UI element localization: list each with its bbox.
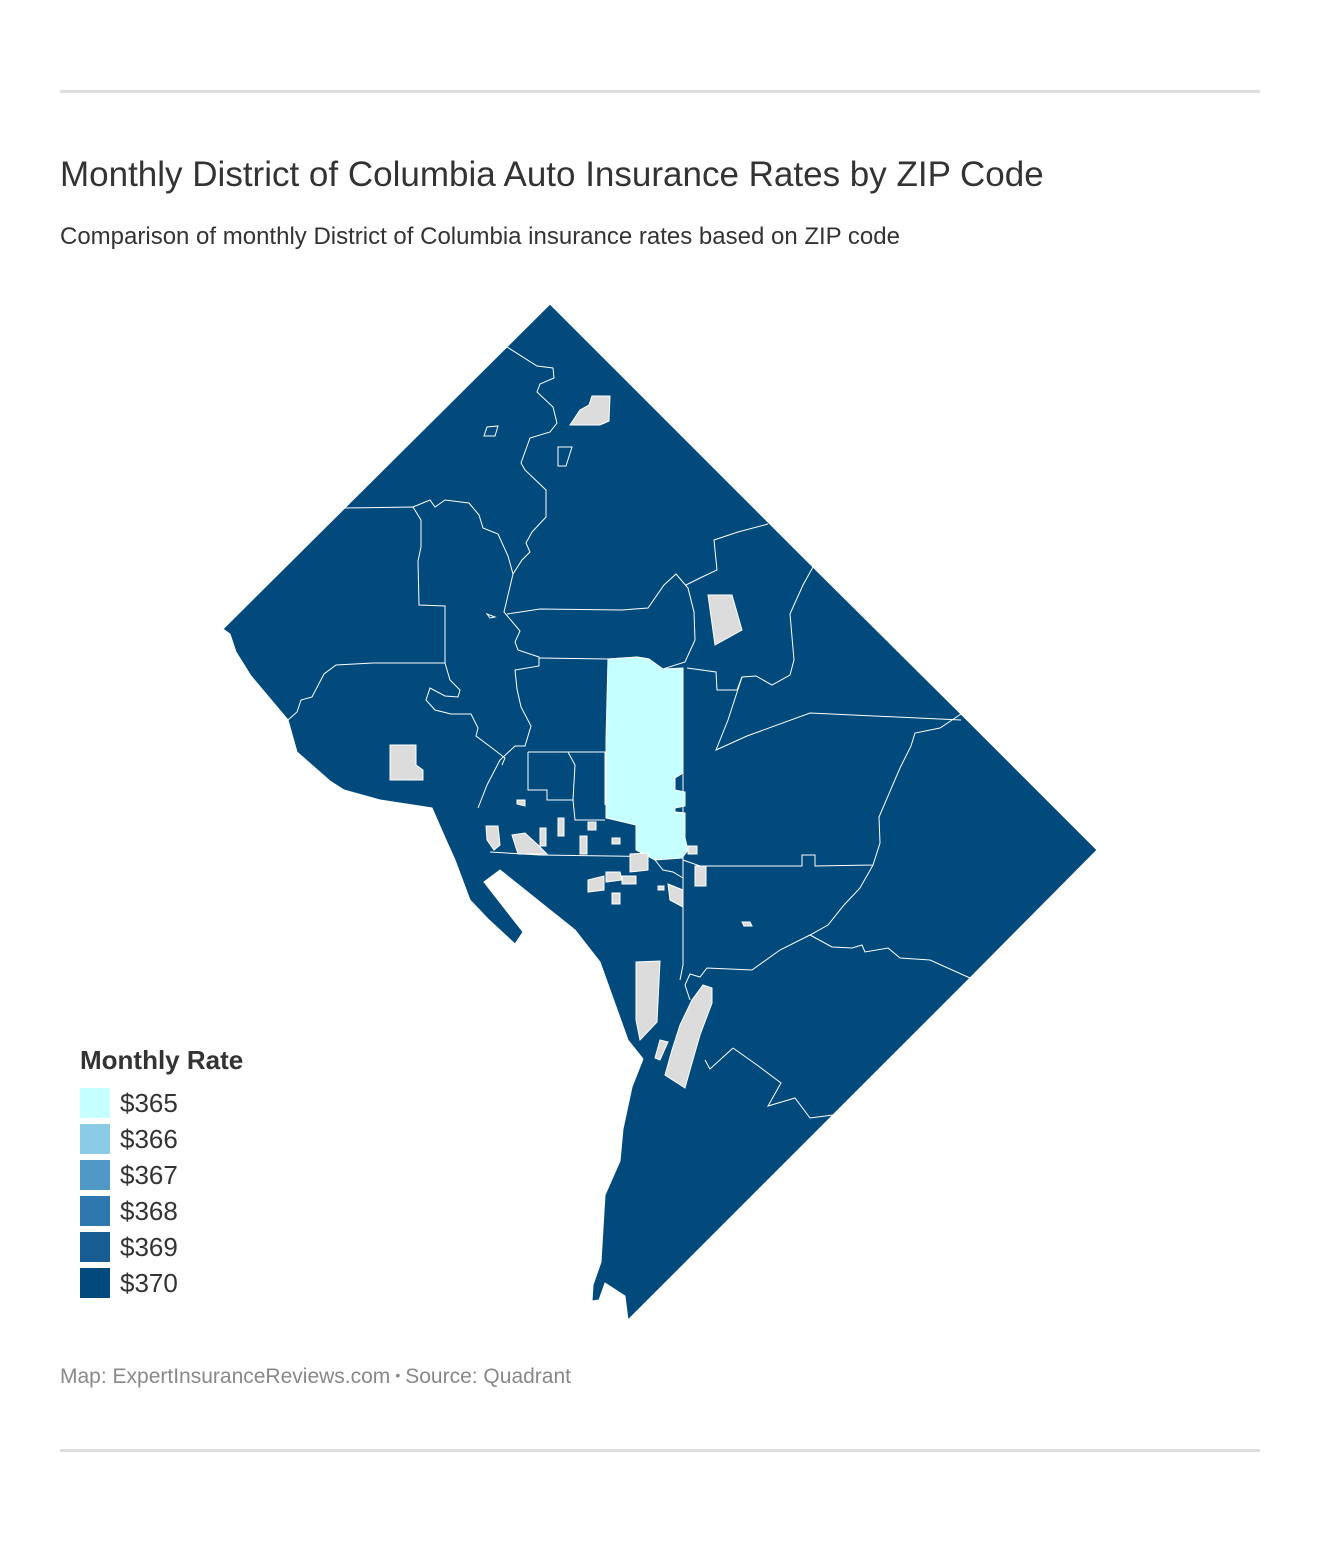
legend-swatch bbox=[80, 1088, 110, 1118]
page-subtitle: Comparison of monthly District of Columb… bbox=[60, 223, 900, 250]
legend-item-368[interactable]: $368 bbox=[80, 1193, 243, 1229]
map-legend: Monthly Rate $365 $366 $367 $368 $369 $3… bbox=[80, 1044, 243, 1301]
legend-label: $367 bbox=[120, 1160, 178, 1190]
legend-swatch bbox=[80, 1124, 110, 1154]
legend-label: $366 bbox=[120, 1124, 178, 1154]
top-divider bbox=[60, 90, 1260, 93]
legend-label: $365 bbox=[120, 1088, 178, 1118]
zip-boundaries bbox=[287, 346, 971, 1119]
no-data-areas bbox=[389, 395, 753, 1089]
legend-label: $370 bbox=[120, 1268, 178, 1298]
legend-swatch bbox=[80, 1268, 110, 1298]
zip-islands bbox=[483, 425, 573, 619]
legend-item-370[interactable]: $370 bbox=[80, 1265, 243, 1301]
bottom-divider bbox=[60, 1449, 1260, 1452]
page-title: Monthly District of Columbia Auto Insura… bbox=[60, 155, 1044, 194]
credit-source: Source: Quadrant bbox=[405, 1365, 571, 1388]
legend-swatch bbox=[80, 1232, 110, 1262]
legend-item-367[interactable]: $367 bbox=[80, 1157, 243, 1193]
legend-swatch bbox=[80, 1160, 110, 1190]
legend-item-366[interactable]: $366 bbox=[80, 1121, 243, 1157]
zip-region-rate-365[interactable] bbox=[605, 656, 689, 861]
credit-separator: • bbox=[395, 1367, 401, 1384]
legend-item-365[interactable]: $365 bbox=[80, 1085, 243, 1121]
legend-label: $368 bbox=[120, 1196, 178, 1226]
map-credit: Map: ExpertInsuranceReviews.com • Source: … bbox=[60, 1363, 571, 1391]
legend-label: $369 bbox=[120, 1232, 178, 1262]
credit-map-link[interactable]: Map: ExpertInsuranceReviews.com bbox=[60, 1365, 391, 1388]
legend-title: Monthly Rate bbox=[80, 1045, 244, 1075]
legend-swatch bbox=[80, 1196, 110, 1226]
legend-item-369[interactable]: $369 bbox=[80, 1229, 243, 1265]
